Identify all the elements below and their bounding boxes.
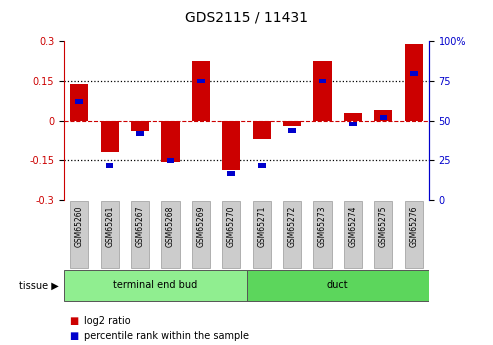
Text: GSM65271: GSM65271 xyxy=(257,206,266,247)
Bar xyxy=(131,121,149,131)
Text: GSM65276: GSM65276 xyxy=(409,206,418,247)
Bar xyxy=(349,121,357,126)
Text: GSM65261: GSM65261 xyxy=(105,206,114,247)
Bar xyxy=(283,121,301,126)
Text: log2 ratio: log2 ratio xyxy=(84,316,131,326)
Bar xyxy=(101,201,119,268)
Text: GSM65260: GSM65260 xyxy=(75,206,84,247)
Text: GSM65269: GSM65269 xyxy=(196,206,206,247)
Text: duct: duct xyxy=(327,280,349,290)
Bar xyxy=(314,61,332,121)
Bar xyxy=(227,171,235,176)
Bar xyxy=(101,121,119,152)
Bar xyxy=(410,71,418,76)
Bar xyxy=(252,201,271,268)
Bar xyxy=(258,163,266,168)
Bar xyxy=(161,121,179,162)
Text: GSM65268: GSM65268 xyxy=(166,206,175,247)
Bar xyxy=(197,79,205,83)
Bar xyxy=(167,158,175,163)
Bar xyxy=(288,128,296,132)
Text: GSM65272: GSM65272 xyxy=(287,206,297,247)
Text: GSM65274: GSM65274 xyxy=(349,206,357,247)
Bar xyxy=(161,201,179,268)
Bar xyxy=(344,113,362,121)
Bar xyxy=(192,61,210,121)
Bar xyxy=(405,201,423,268)
Text: GSM65267: GSM65267 xyxy=(136,206,144,247)
Text: ■: ■ xyxy=(69,332,78,341)
Bar xyxy=(374,110,392,121)
Text: GSM65275: GSM65275 xyxy=(379,206,388,247)
Bar xyxy=(106,163,113,168)
Text: tissue ▶: tissue ▶ xyxy=(19,280,59,290)
Bar xyxy=(131,201,149,268)
Bar xyxy=(374,201,392,268)
Bar xyxy=(252,121,271,139)
Text: terminal end bud: terminal end bud xyxy=(113,280,197,290)
Text: GSM65273: GSM65273 xyxy=(318,206,327,247)
Text: percentile rank within the sample: percentile rank within the sample xyxy=(84,332,249,341)
Bar xyxy=(64,270,246,301)
Bar xyxy=(405,44,423,121)
Bar xyxy=(344,201,362,268)
Bar xyxy=(318,79,326,83)
Text: ■: ■ xyxy=(69,316,78,326)
Bar xyxy=(75,99,83,104)
Bar xyxy=(222,201,241,268)
Text: GDS2115 / 11431: GDS2115 / 11431 xyxy=(185,10,308,24)
Bar xyxy=(246,270,429,301)
Bar xyxy=(192,201,210,268)
Bar xyxy=(222,121,241,170)
Bar xyxy=(314,201,332,268)
Bar xyxy=(283,201,301,268)
Bar xyxy=(70,84,88,121)
Bar xyxy=(136,131,144,136)
Bar xyxy=(70,201,88,268)
Text: GSM65270: GSM65270 xyxy=(227,206,236,247)
Bar xyxy=(380,115,387,120)
